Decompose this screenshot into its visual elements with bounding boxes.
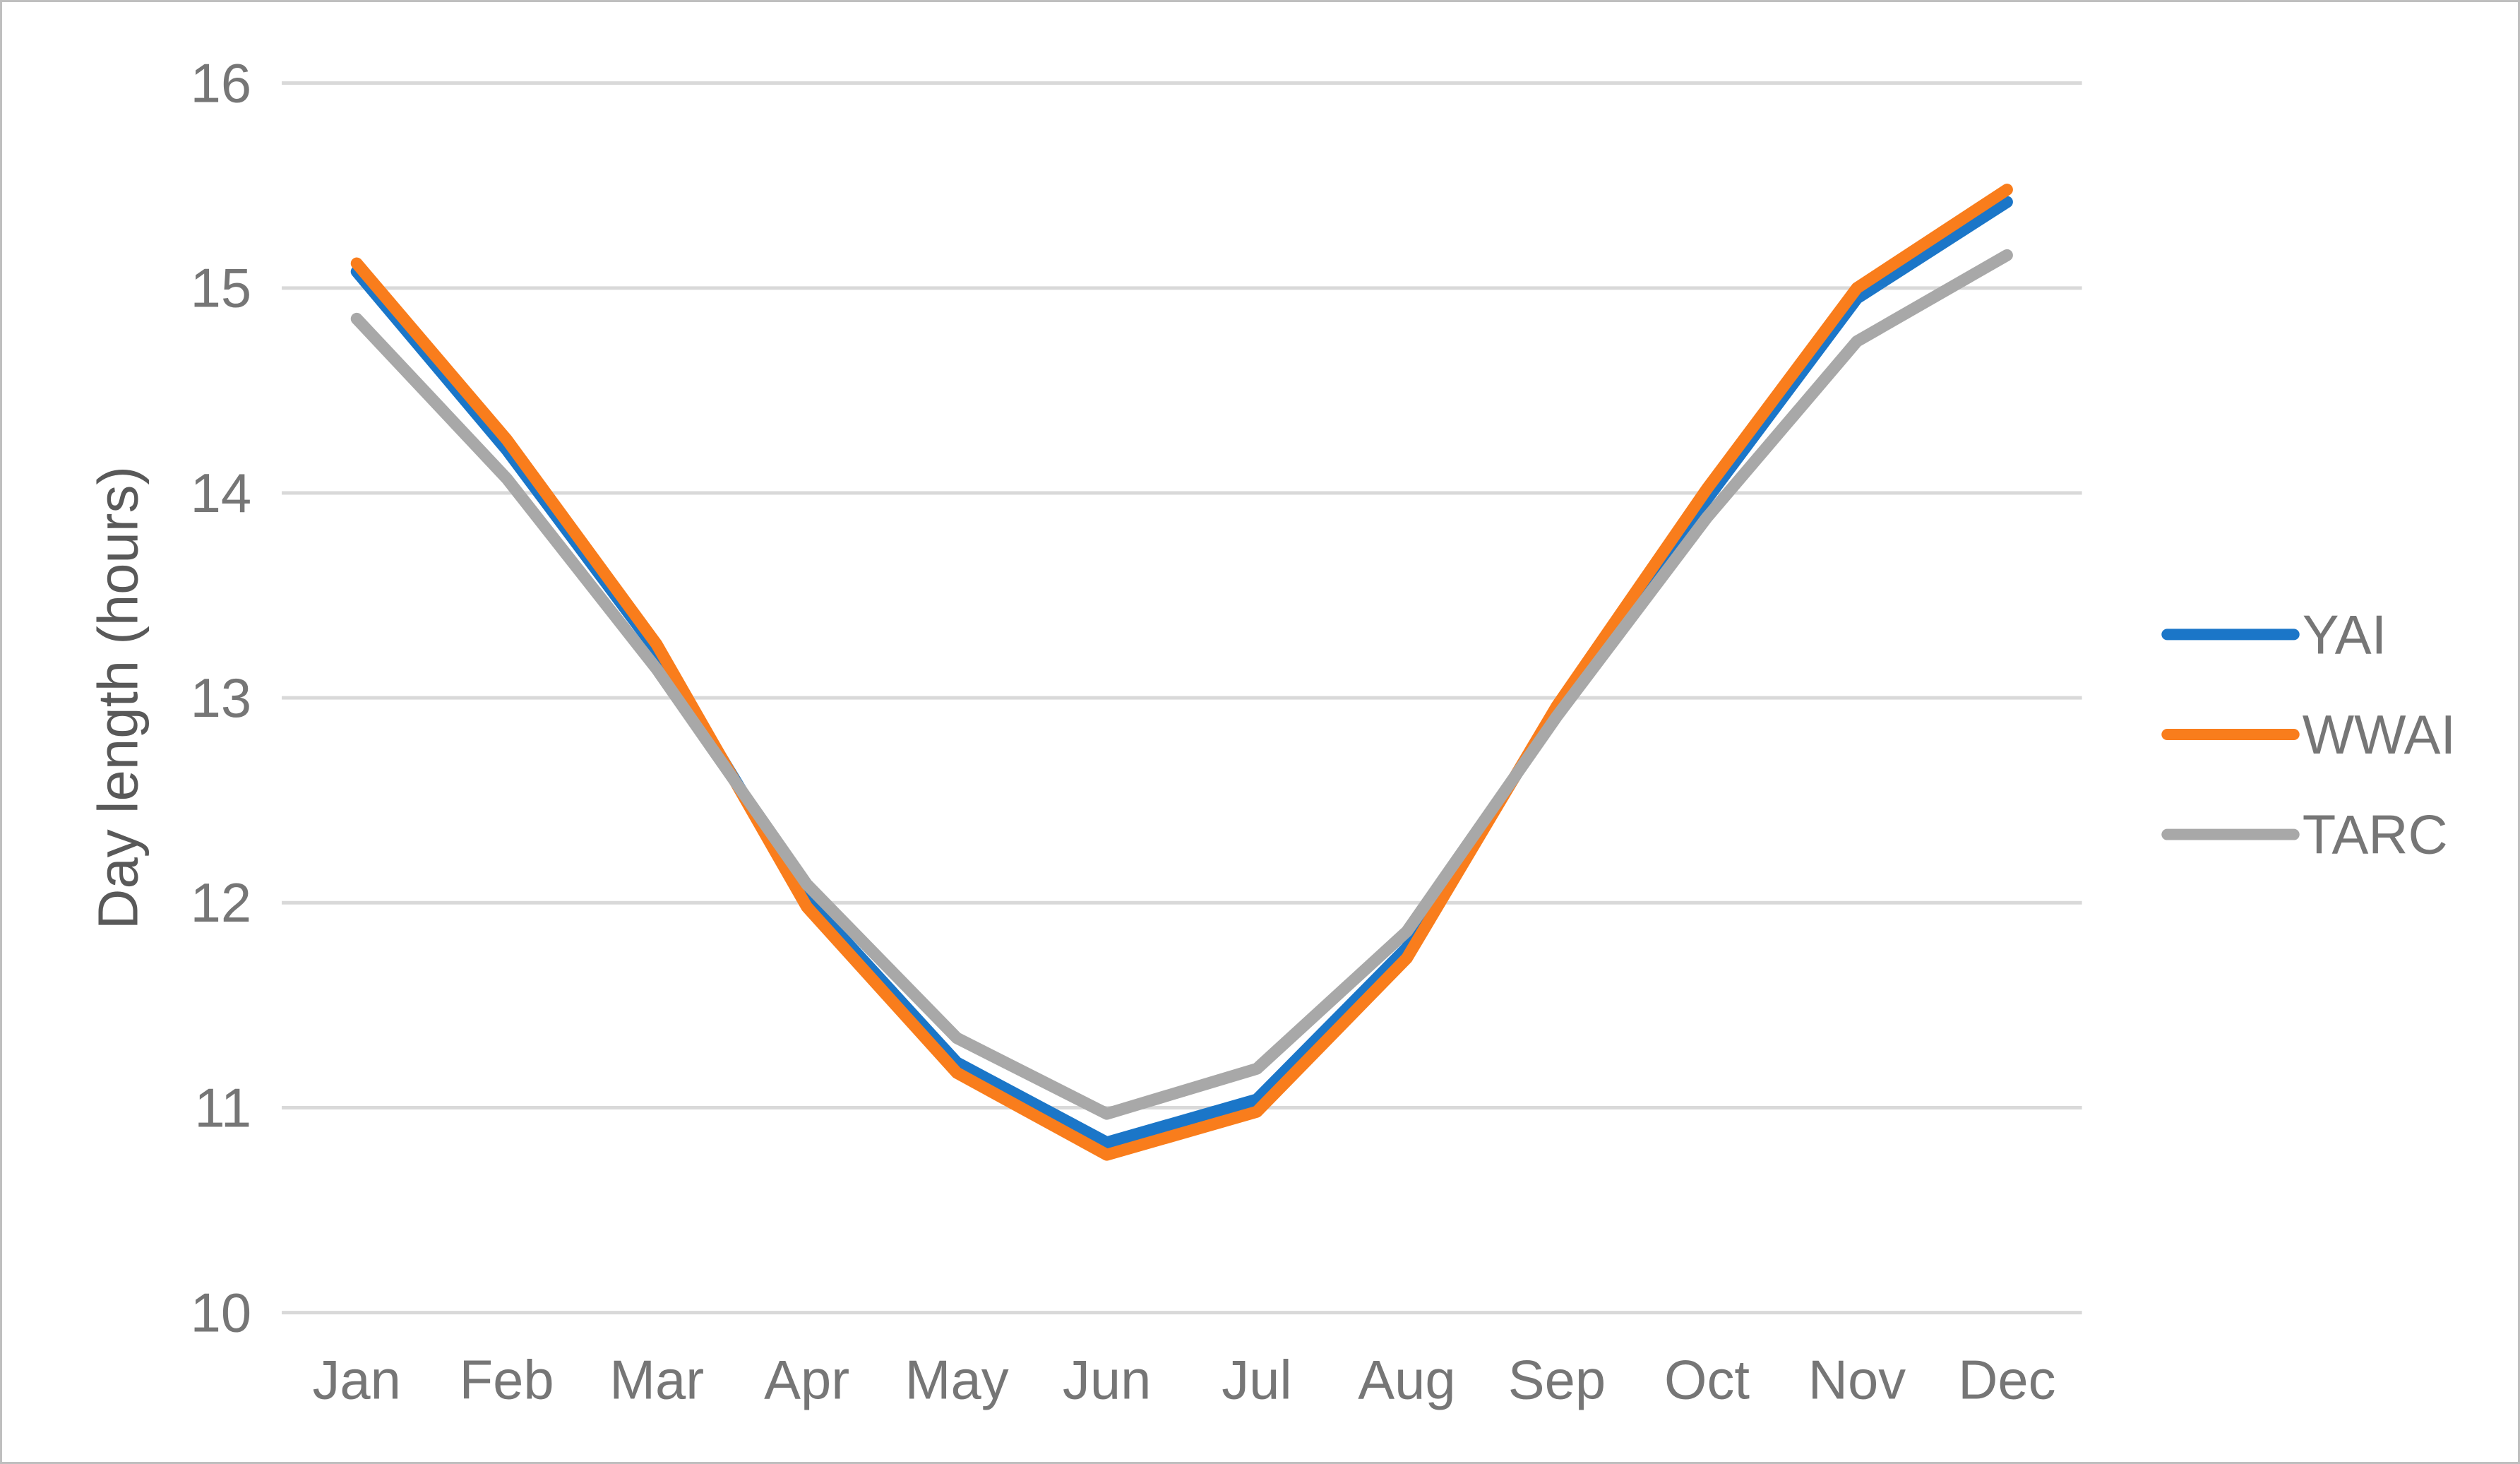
y-axis-title: Day length (hours) xyxy=(87,466,150,929)
x-tick-label-apr: Apr xyxy=(764,1350,849,1410)
legend-item-yai: YAI xyxy=(2161,605,2387,665)
y-tick-label-16: 16 xyxy=(191,54,252,114)
series-line-tarc xyxy=(350,249,2013,1120)
legend: YAI WWAI TARC xyxy=(2161,605,2456,866)
x-tick-label-oct: Oct xyxy=(1664,1350,1750,1410)
legend-label-yai: YAI xyxy=(2303,605,2387,665)
y-gridlines xyxy=(282,81,2082,1315)
x-axis-tick-labels: Jan Feb Mar Apr May Jun Jul Aug Sep Oct Nov Dec xyxy=(313,1350,2056,1410)
y-tick-label-15: 15 xyxy=(191,258,252,319)
x-tick-label-jul: Jul xyxy=(1222,1350,1291,1410)
legend-item-tarc: TARC xyxy=(2161,805,2448,866)
x-tick-label-jun: Jun xyxy=(1063,1350,1151,1410)
x-tick-label-may: May xyxy=(905,1350,1009,1410)
series-line-yai xyxy=(350,196,2013,1149)
x-tick-label-aug: Aug xyxy=(1358,1350,1455,1410)
y-axis-tick-labels: 10 11 12 13 14 15 16 xyxy=(191,54,252,1344)
x-tick-label-nov: Nov xyxy=(1808,1350,1906,1410)
legend-item-wwai: WWAI xyxy=(2161,705,2456,766)
y-tick-label-12: 12 xyxy=(191,873,252,934)
legend-label-wwai: WWAI xyxy=(2303,705,2456,766)
y-tick-label-14: 14 xyxy=(191,463,252,524)
y-tick-label-13: 13 xyxy=(191,668,252,729)
x-tick-label-sep: Sep xyxy=(1508,1350,1606,1410)
x-tick-label-mar: Mar xyxy=(609,1350,704,1410)
legend-label-tarc: TARC xyxy=(2303,805,2448,866)
series-line-wwai xyxy=(350,184,2013,1161)
x-tick-label-jan: Jan xyxy=(313,1350,401,1410)
y-tick-label-11: 11 xyxy=(194,1078,251,1138)
x-tick-label-feb: Feb xyxy=(460,1350,554,1410)
series-lines xyxy=(350,184,2013,1161)
y-tick-label-10: 10 xyxy=(191,1283,252,1344)
x-tick-label-dec: Dec xyxy=(1958,1350,2055,1410)
